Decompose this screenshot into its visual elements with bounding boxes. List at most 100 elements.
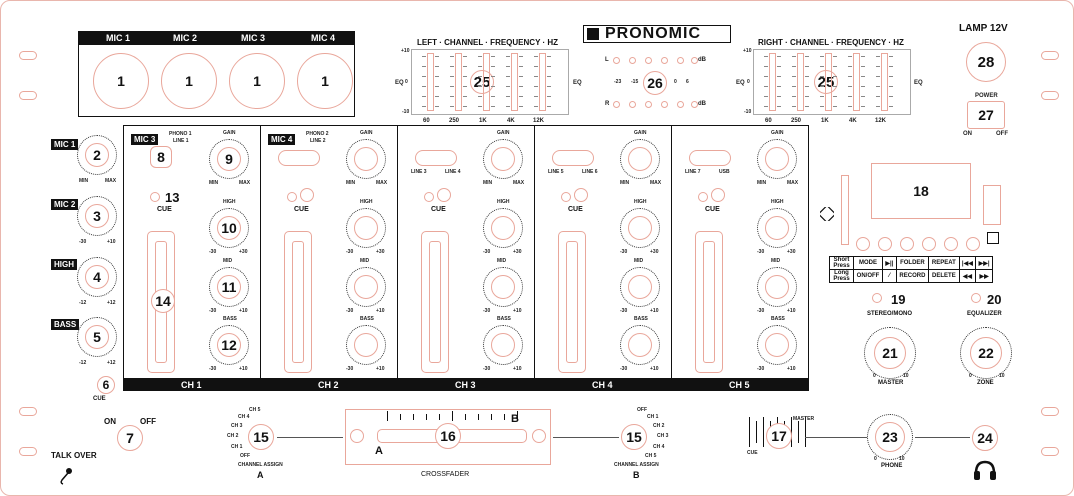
power-switch[interactable] (967, 101, 1005, 129)
zone-knob[interactable]: 22 (970, 337, 1002, 369)
eq-freq: 12K (875, 118, 887, 124)
crossfader-tick (478, 414, 479, 420)
channel-divider (671, 125, 672, 378)
master-knob[interactable]: 21 (874, 337, 906, 369)
eq-tick (889, 66, 893, 67)
knob-max: +10 (513, 366, 522, 372)
usb-button[interactable] (966, 237, 980, 251)
mic1-level-knob[interactable]: 2 (85, 143, 109, 167)
eq-tick (547, 96, 551, 97)
mic-cue-label: CUE (93, 396, 106, 402)
bass-knob[interactable]: 12 (217, 333, 241, 357)
cue-label: CUE (705, 206, 720, 213)
mic-socket[interactable]: 1 (161, 53, 217, 109)
high-label: HIGH (497, 199, 510, 205)
high-label: HIGH (634, 199, 647, 205)
mid-knob[interactable]: 11 (217, 275, 241, 299)
input-source-b: LINE 1 (173, 138, 189, 144)
mic-cue-button[interactable]: 6 (97, 376, 115, 394)
vu-led (677, 101, 684, 108)
eq-tick (435, 66, 439, 67)
phone-jack[interactable]: 24 (972, 425, 998, 451)
high-label: HIGH (360, 199, 373, 205)
usb-button[interactable] (856, 237, 870, 251)
channel-fader-slot (429, 241, 441, 363)
cue-mix-knob[interactable]: 17 (766, 423, 792, 449)
cue-button[interactable] (574, 188, 588, 202)
channel-fader-slot (566, 241, 578, 363)
high-knob[interactable] (491, 216, 515, 240)
mid-knob[interactable] (765, 275, 789, 299)
talkover-switch[interactable]: 7 (117, 425, 143, 451)
mid-knob[interactable] (354, 275, 378, 299)
assign-opt: CH 5 (249, 407, 261, 413)
channel-assign-b-knob[interactable]: 15 (621, 424, 647, 450)
vu-led (613, 101, 620, 108)
usb-port[interactable] (983, 185, 1001, 225)
gain-knob[interactable] (491, 147, 515, 171)
knob-max: +10 (107, 239, 116, 245)
usb-button[interactable] (878, 237, 892, 251)
eq-tick (422, 86, 426, 87)
high-knob[interactable] (354, 216, 378, 240)
mid-knob[interactable] (491, 275, 515, 299)
mic-bass-knob[interactable]: 5 (85, 325, 109, 349)
eq-scale: +10 (743, 48, 752, 54)
eq-tick (478, 86, 482, 87)
lamp-socket[interactable]: 28 (966, 42, 1006, 82)
eq-tick (889, 56, 893, 57)
high-knob[interactable]: 10 (217, 216, 241, 240)
mic2-level-knob[interactable]: 3 (85, 204, 109, 228)
gain-knob[interactable] (628, 147, 652, 171)
mid-knob[interactable] (628, 275, 652, 299)
input-select-switch[interactable]: 8 (150, 146, 172, 168)
assign-opt: CH 5 (645, 453, 657, 459)
mic-socket[interactable]: 1 (93, 53, 149, 109)
bass-knob[interactable] (628, 333, 652, 357)
input-select-switch[interactable] (278, 150, 320, 166)
gain-knob[interactable] (354, 147, 378, 171)
knob-max: +30 (239, 249, 248, 255)
bass-knob[interactable] (354, 333, 378, 357)
stereo-mono-label[interactable]: STEREO/MONO (867, 311, 913, 317)
usb-button[interactable] (944, 237, 958, 251)
bass-knob-ring (346, 325, 386, 365)
phone-knob[interactable]: 23 (875, 422, 905, 452)
bass-knob[interactable] (765, 333, 789, 357)
gain-knob[interactable]: 9 (217, 147, 241, 171)
input-select-switch[interactable] (689, 150, 731, 166)
cue-mix-master: MASTER (793, 416, 815, 422)
left-tag: BASS (51, 319, 80, 330)
cue-button[interactable] (711, 188, 725, 202)
eq-tick (764, 66, 768, 67)
cue-button[interactable] (437, 188, 451, 202)
input-select-switch[interactable] (552, 150, 594, 166)
table-cell: Long Press (829, 269, 854, 283)
high-knob[interactable] (628, 216, 652, 240)
eq-slider-track (427, 53, 434, 111)
usb-button[interactable] (922, 237, 936, 251)
channel-fader-knob[interactable]: 14 (151, 289, 175, 313)
channel-assign-a-knob[interactable]: 15 (248, 424, 274, 450)
mic-header-label: MIC 2 (173, 33, 198, 43)
usb-card-slot[interactable] (841, 175, 849, 245)
knob-min: -12 (79, 360, 87, 366)
cue-button[interactable] (300, 188, 314, 202)
eq-tick (491, 56, 495, 57)
bass-knob[interactable] (491, 333, 515, 357)
usb-button[interactable] (900, 237, 914, 251)
eq-tick (534, 76, 538, 77)
input-select-switch[interactable] (415, 150, 457, 166)
equalizer-label[interactable]: EQUALIZER (967, 311, 1002, 317)
mic-socket[interactable]: 1 (229, 53, 285, 109)
eq-tick (848, 76, 852, 77)
bass-label: BASS (771, 316, 785, 322)
high-knob[interactable] (765, 216, 789, 240)
gain-knob[interactable] (765, 147, 789, 171)
eq-tick (777, 76, 781, 77)
crossfader-knob[interactable]: 16 (435, 423, 461, 449)
mic-high-knob[interactable]: 4 (85, 265, 109, 289)
mic-socket[interactable]: 1 (297, 53, 353, 109)
knob-min: -30 (620, 308, 628, 314)
eq-freq: 4K (507, 118, 515, 124)
